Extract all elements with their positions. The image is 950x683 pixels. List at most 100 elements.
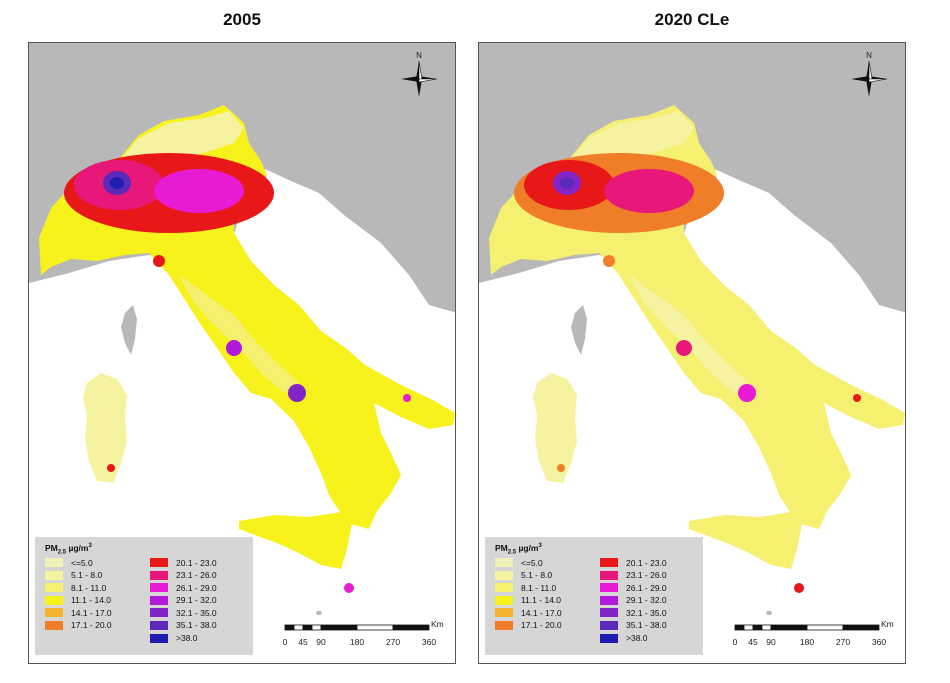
legend-label: 29.1 - 32.0 xyxy=(626,595,667,606)
scale-tick-label: 90 xyxy=(766,637,776,647)
legend-label: 23.1 - 26.0 xyxy=(176,570,217,581)
legend-swatch xyxy=(150,558,168,567)
apennine-band xyxy=(179,275,299,393)
scale-tick-label: 45 xyxy=(298,637,308,647)
legend-label: 23.1 - 26.0 xyxy=(626,570,667,581)
bari-hotspot xyxy=(853,394,861,402)
legend-swatch xyxy=(45,558,63,567)
adriatic-island xyxy=(751,233,783,253)
legend-label: 32.1 - 35.0 xyxy=(626,607,667,618)
compass-north-label: N xyxy=(866,51,872,60)
sardinia-island xyxy=(83,373,127,483)
scale-segment xyxy=(734,624,745,631)
milan-core xyxy=(110,177,124,189)
legend-item: 11.1 - 14.0 xyxy=(491,595,586,606)
scale-tick-label: 0 xyxy=(732,637,738,647)
scale-unit-label: Km xyxy=(881,619,894,629)
legend-swatch xyxy=(150,633,168,643)
legend-item: <=5.0 xyxy=(41,557,136,568)
italy-map-2020-cle xyxy=(479,43,905,663)
scale-unit-label: Km xyxy=(431,619,444,629)
adriatic-island xyxy=(290,221,316,237)
map-panel-2020-cle: N PM2.5 µg/m3 <=5.0 5.1 - 8.0 8.1 - 11.0 11.… xyxy=(478,42,906,664)
scale-segment xyxy=(842,624,880,631)
lombardy-veneto-zone xyxy=(604,169,694,213)
cagliari-hotspot xyxy=(107,464,115,472)
legend-swatch xyxy=(600,595,618,605)
compass-north-label: N xyxy=(416,51,422,60)
legend-label: 29.1 - 32.0 xyxy=(176,595,217,606)
lombardy-veneto-zone xyxy=(154,169,244,213)
legend-swatch xyxy=(600,620,618,630)
legend-item: 23.1 - 26.0 xyxy=(150,570,245,581)
scale-tick-label: 90 xyxy=(316,637,326,647)
legend-item: 8.1 - 11.0 xyxy=(41,582,136,593)
legend-item: 8.1 - 11.0 xyxy=(491,582,586,593)
legend-swatch xyxy=(150,608,168,618)
rome-hotspot xyxy=(676,340,692,356)
legend-label: <=5.0 xyxy=(71,557,93,568)
legend-label: 26.1 - 29.0 xyxy=(176,582,217,593)
legend-swatch xyxy=(600,570,618,580)
legend-item: 5.1 - 8.0 xyxy=(491,570,586,581)
legend-label: 5.1 - 8.0 xyxy=(521,570,553,581)
scale-segment xyxy=(293,624,304,631)
legend-item: 32.1 - 35.0 xyxy=(150,607,245,618)
legend-item: <=5.0 xyxy=(491,557,586,568)
legend-label: 14.1 - 17.0 xyxy=(521,607,562,618)
scale-tick-label: 360 xyxy=(871,637,887,647)
legend-label: 20.1 - 23.0 xyxy=(176,557,217,568)
malta-island xyxy=(316,611,322,615)
sardinia-island xyxy=(533,373,577,483)
bari-hotspot xyxy=(403,394,411,402)
legend-item: 29.1 - 32.0 xyxy=(150,595,245,606)
legend-item: 17.1 - 20.0 xyxy=(491,620,586,631)
adriatic-island xyxy=(346,281,372,297)
legend-swatch xyxy=(495,570,513,580)
adriatic-island xyxy=(796,281,822,297)
scale-segment xyxy=(752,624,763,631)
legend-label: 5.1 - 8.0 xyxy=(71,570,103,581)
legend-label: >38.0 xyxy=(176,633,198,644)
catania-hotspot xyxy=(344,583,354,593)
legend-label: 32.1 - 35.0 xyxy=(176,607,217,618)
legend-label: <=5.0 xyxy=(521,557,543,568)
legend-item: 5.1 - 8.0 xyxy=(41,570,136,581)
scale-bar-2005: 0 45 90 180 270 360 Km xyxy=(279,619,447,653)
legend-2020-cle: PM2.5 µg/m3 <=5.0 5.1 - 8.0 8.1 - 11.0 11.1 … xyxy=(485,537,703,655)
legend-item: 17.1 - 20.0 xyxy=(41,620,136,631)
legend-swatch xyxy=(600,558,618,567)
adriatic-island xyxy=(277,204,305,222)
legend-swatch xyxy=(45,583,63,593)
scale-segment xyxy=(770,624,808,631)
legend-swatch xyxy=(150,570,168,580)
legend-item: 32.1 - 35.0 xyxy=(600,607,695,618)
genoa-hotspot xyxy=(153,255,165,267)
apennine-band xyxy=(629,275,749,393)
legend-swatch xyxy=(45,608,63,618)
legend-swatch xyxy=(495,595,513,605)
legend-label: >38.0 xyxy=(626,633,648,644)
scale-segment xyxy=(302,624,313,631)
scale-bar-2020-cle: 0 45 90 180 270 360 Km xyxy=(729,619,897,653)
naples-hotspot xyxy=(738,384,756,402)
malta-island xyxy=(766,611,772,615)
legend-item: >38.0 xyxy=(150,633,245,644)
map-title-2005: 2005 xyxy=(223,10,261,29)
legend-label: 35.1 - 38.0 xyxy=(626,620,667,631)
legend-label: 14.1 - 17.0 xyxy=(71,607,112,618)
rome-hotspot xyxy=(226,340,242,356)
legend-swatch xyxy=(600,608,618,618)
legend-item: 20.1 - 23.0 xyxy=(150,557,245,568)
scale-segment xyxy=(761,624,772,631)
scale-tick-label: 180 xyxy=(799,637,815,647)
legend-swatch xyxy=(150,620,168,630)
legend-swatch xyxy=(600,583,618,593)
scale-segment xyxy=(392,624,430,631)
legend-item: 14.1 - 17.0 xyxy=(41,607,136,618)
legend-item: 23.1 - 26.0 xyxy=(600,570,695,581)
legend-swatch xyxy=(45,570,63,580)
sicily-island xyxy=(689,509,805,569)
map-panel-2005: N PM2.5 µg/m3 <=5.0 5.1 - 8.0 8.1 - 11.0 11.… xyxy=(28,42,456,664)
legend-label: 11.1 - 14.0 xyxy=(71,595,112,606)
